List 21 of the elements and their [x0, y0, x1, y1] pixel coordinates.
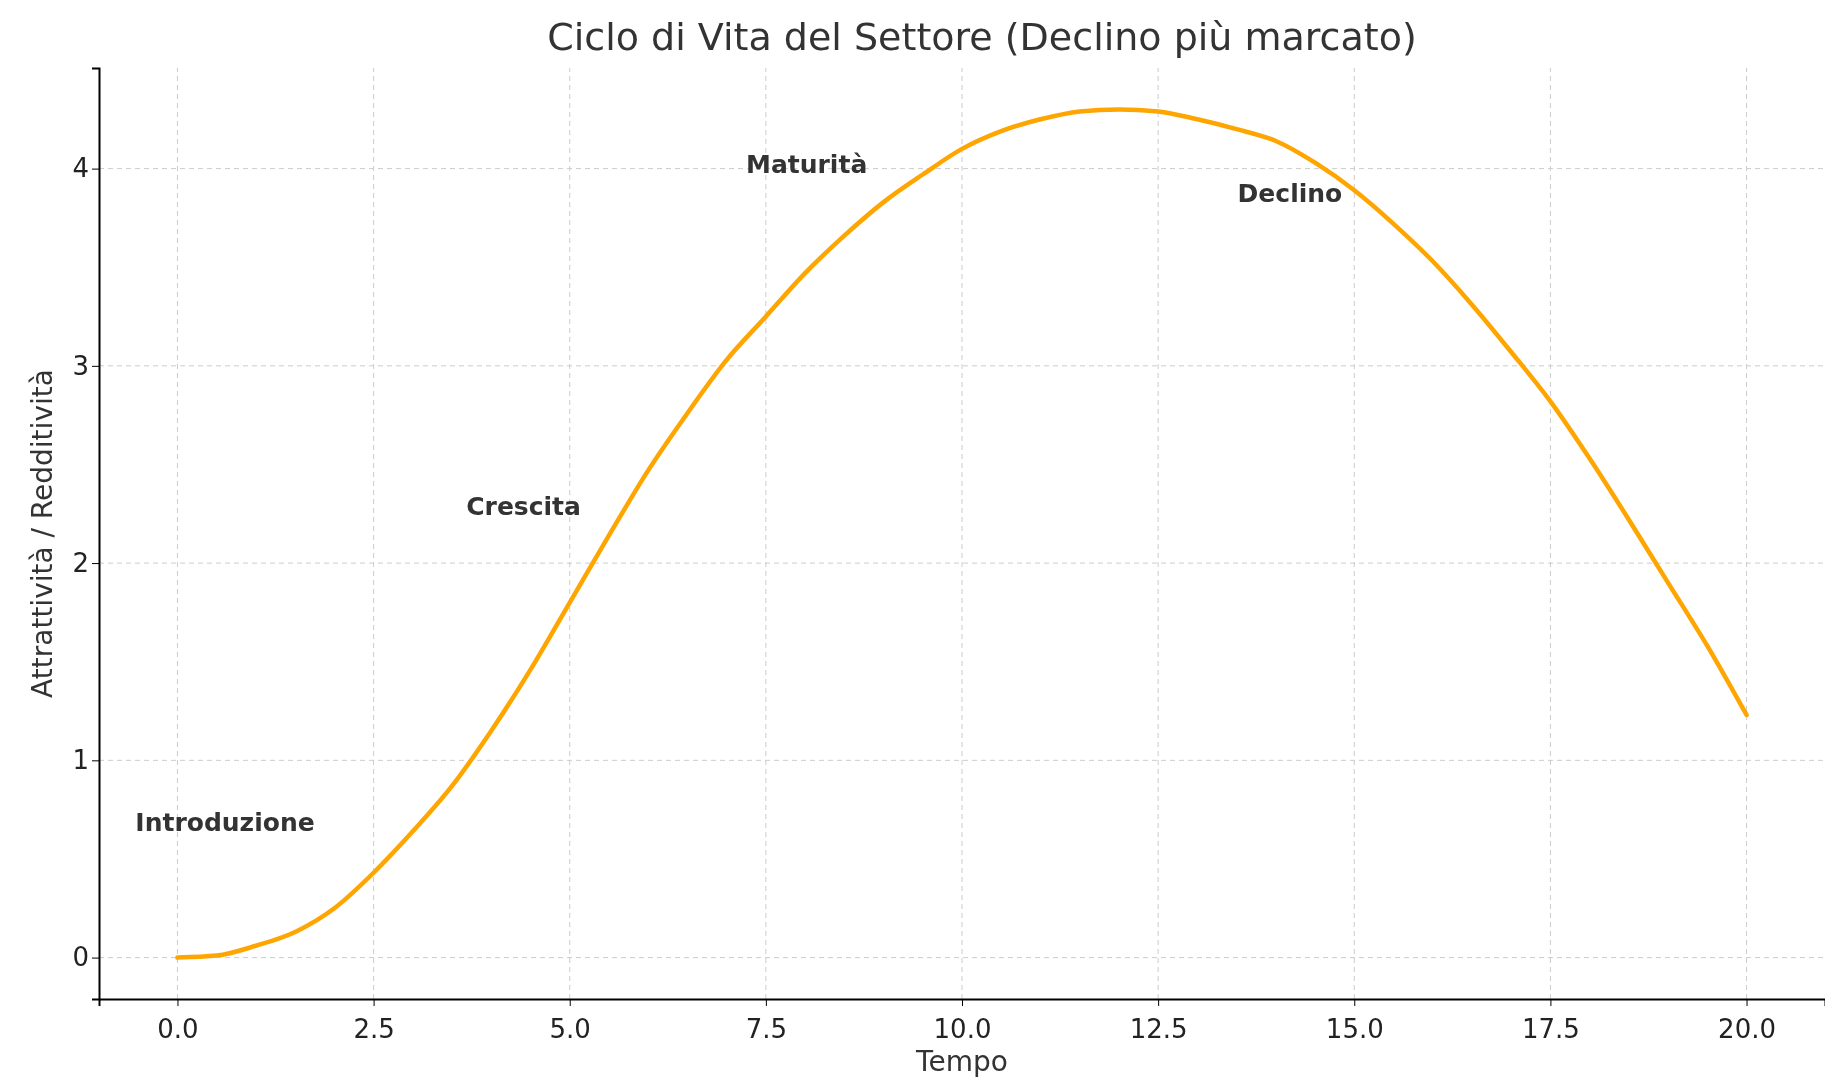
x-tick-label: 10.0 [933, 1013, 992, 1044]
annotation: Maturità [746, 150, 868, 180]
y-axis-title: Attrattività / Redditività [26, 369, 59, 698]
annotation: Crescita [466, 492, 581, 521]
chart-title: Ciclo di Vita del Settore (Declino più marcato) [547, 15, 1417, 59]
y-tick-label: 4 [72, 153, 89, 184]
x-tick-label: 5.0 [549, 1013, 591, 1044]
y-tick-label: 0 [72, 942, 89, 973]
y-tick-label: 3 [72, 350, 89, 381]
x-tick-label: 20.0 [1718, 1013, 1776, 1044]
y-tick-label: 2 [72, 547, 89, 578]
x-axis-title: Tempo [915, 1045, 1008, 1078]
x-tick-label: 12.5 [1129, 1013, 1188, 1044]
y-tick-label: 1 [72, 745, 89, 776]
x-tick-label: 17.5 [1521, 1013, 1580, 1044]
x-tick-label: 2.5 [353, 1013, 395, 1044]
annotation: Introduzione [135, 807, 315, 837]
annotation: Declino [1237, 179, 1343, 209]
x-tick-label: 15.0 [1325, 1013, 1384, 1044]
x-tick-label: 0.0 [157, 1013, 199, 1044]
x-tick-label: 7.5 [745, 1013, 788, 1044]
